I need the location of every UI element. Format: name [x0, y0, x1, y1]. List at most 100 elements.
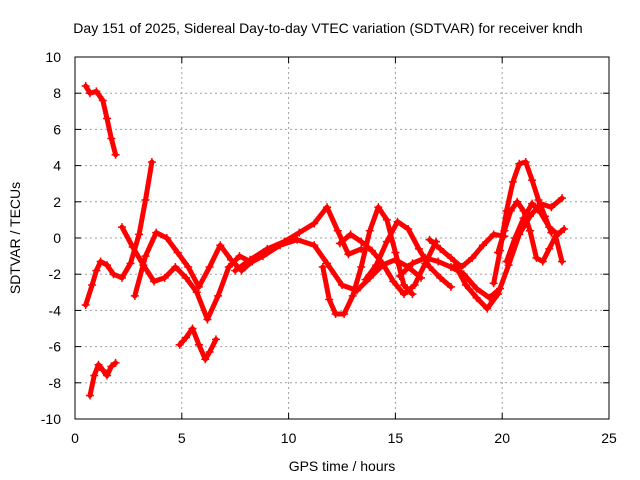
data-point — [323, 259, 332, 268]
data-point — [511, 234, 520, 242]
data-point — [451, 261, 460, 270]
data-point — [150, 277, 159, 286]
data-point — [547, 203, 556, 212]
data-point — [141, 252, 150, 261]
x-tick-label: 10 — [281, 430, 297, 446]
y-tick-label: 0 — [53, 230, 61, 246]
data-point — [553, 230, 562, 239]
data-point — [399, 290, 408, 299]
data-point — [241, 261, 250, 270]
data-point — [85, 391, 94, 400]
data-point — [558, 257, 567, 266]
data-point — [528, 199, 537, 208]
y-axis-label: SDTVAR / TECUs — [7, 182, 23, 294]
data-point — [211, 335, 220, 344]
data-point — [425, 235, 434, 244]
data-point — [560, 224, 569, 233]
data-point — [85, 89, 94, 98]
data-point — [534, 195, 543, 204]
data-point — [382, 215, 391, 224]
data-point — [478, 241, 487, 250]
y-tick-label: -2 — [49, 266, 62, 282]
data-point — [173, 248, 182, 257]
data-point — [408, 259, 417, 268]
data-point — [175, 340, 184, 349]
data-point — [192, 288, 201, 297]
data-point — [374, 203, 383, 212]
data-point — [109, 270, 118, 279]
data-point — [468, 253, 477, 262]
data-point — [500, 226, 509, 235]
data-point — [528, 176, 537, 185]
data-point — [446, 282, 455, 291]
data-point — [258, 252, 267, 261]
data-point — [103, 261, 112, 270]
x-axis-label: GPS time / hours — [289, 458, 396, 474]
data-point — [96, 257, 105, 266]
data-point — [493, 290, 502, 299]
data-point — [107, 362, 116, 371]
data-point — [538, 257, 547, 266]
x-tick-label: 0 — [71, 430, 79, 446]
data-point — [357, 237, 366, 246]
series-track-3 — [83, 159, 155, 308]
data-point — [333, 226, 342, 235]
data-point — [519, 214, 528, 223]
chart-title: Day 151 of 2025, Sidereal Day-to-day VTE… — [73, 20, 582, 36]
data-point — [344, 250, 353, 259]
data-point — [130, 291, 139, 300]
data-point — [335, 239, 344, 248]
y-tick-label: 2 — [53, 194, 61, 210]
data-point — [365, 226, 374, 235]
data-point — [103, 371, 112, 380]
data-point — [182, 333, 191, 342]
data-point — [378, 259, 387, 268]
data-point — [111, 358, 120, 367]
data-point — [357, 262, 366, 271]
data-point — [472, 293, 481, 302]
data-point — [171, 262, 180, 271]
data-point — [485, 293, 494, 302]
x-tick-label: 5 — [178, 430, 186, 446]
data-point — [188, 324, 197, 333]
data-point — [410, 281, 419, 290]
data-point — [184, 262, 193, 271]
data-point — [513, 197, 522, 206]
data-point — [446, 253, 455, 262]
data-point — [293, 235, 302, 244]
data-point — [318, 262, 327, 271]
x-tick-label: 25 — [601, 430, 617, 446]
series-track-6 — [132, 230, 255, 299]
data-point — [81, 81, 90, 90]
data-point — [404, 224, 413, 233]
data-point — [111, 150, 120, 159]
data-point — [216, 241, 225, 250]
data-point — [414, 244, 423, 253]
data-point — [558, 194, 567, 203]
data-point — [160, 273, 169, 282]
data-point — [525, 226, 534, 235]
data-point — [98, 96, 107, 105]
data-point — [425, 262, 434, 271]
data-point — [88, 281, 97, 290]
data-point — [90, 371, 99, 380]
data-point — [103, 114, 112, 123]
data-point — [508, 177, 517, 186]
data-point — [194, 340, 203, 349]
data-point — [81, 300, 90, 309]
series-track-5 — [177, 326, 219, 362]
data-point — [346, 230, 355, 239]
data-point — [338, 281, 346, 290]
data-point — [367, 246, 376, 255]
data-point — [393, 217, 402, 226]
data-point — [135, 230, 144, 239]
data-point — [521, 157, 530, 166]
data-point — [162, 234, 171, 242]
data-point — [92, 266, 101, 275]
data-point — [141, 195, 150, 204]
data-point — [235, 252, 244, 261]
data-point — [436, 273, 445, 282]
series-track-13 — [427, 231, 507, 270]
data-point — [205, 262, 214, 271]
